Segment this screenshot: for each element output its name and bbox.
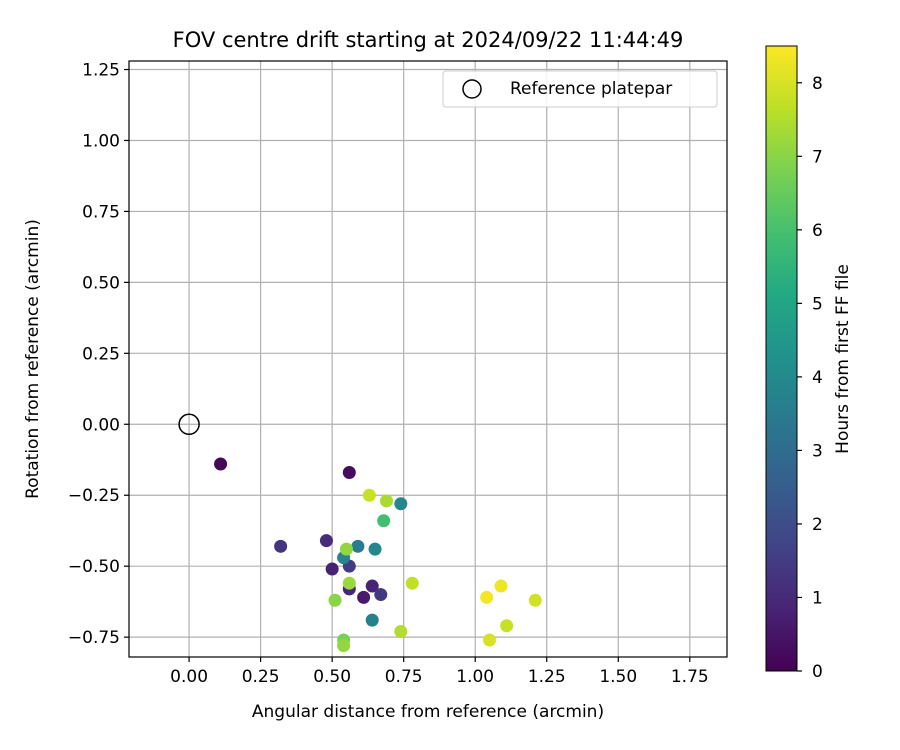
colorbar-tick-label: 8 xyxy=(812,74,823,94)
data-point xyxy=(337,639,351,653)
data-point xyxy=(328,593,342,607)
x-axis-label: Angular distance from reference (arcmin) xyxy=(252,702,604,722)
data-point xyxy=(377,514,391,528)
y-tick-label: 1.25 xyxy=(82,61,120,81)
legend-box xyxy=(442,70,718,108)
plot-frame xyxy=(128,60,728,658)
data-point xyxy=(274,539,288,553)
colorbar-tick-label: 5 xyxy=(812,294,823,314)
data-point xyxy=(339,542,353,556)
data-point xyxy=(214,457,228,471)
y-tick-label: 0.00 xyxy=(82,415,120,435)
colorbar-ticks: 0 1 2 3 4 5 6 7 8 xyxy=(797,74,823,682)
chart-title: FOV centre drift starting at 2024/09/22 … xyxy=(173,28,684,52)
data-point xyxy=(365,613,379,627)
x-tick-label: 1.00 xyxy=(456,667,494,687)
data-point xyxy=(405,576,419,590)
data-point xyxy=(394,624,408,638)
data-point xyxy=(483,633,497,647)
colorbar-tick-label: 2 xyxy=(812,515,823,535)
legend-label: Reference platepar xyxy=(510,79,672,99)
data-point xyxy=(365,579,379,593)
x-tick-label: 1.50 xyxy=(599,667,637,687)
x-tick-label: 1.25 xyxy=(528,667,566,687)
y-tick-label: −0.50 xyxy=(68,557,120,577)
legend: Reference platepar xyxy=(442,70,718,108)
colorbar-gradient xyxy=(765,45,798,672)
data-point xyxy=(500,619,514,633)
x-tick-label: 0.50 xyxy=(313,667,351,687)
colorbar-tick-label: 3 xyxy=(812,441,823,461)
data-point xyxy=(528,593,542,607)
colorbar-tick-label: 1 xyxy=(812,588,823,608)
y-tick-label: 0.50 xyxy=(82,273,120,293)
y-axis-ticks: 1.25 1.00 0.75 0.50 0.25 0.00 −0.25 −0.50 −0.75 xyxy=(68,61,129,648)
data-point xyxy=(394,497,408,511)
y-tick-label: 0.75 xyxy=(82,202,120,222)
data-point xyxy=(342,576,356,590)
colorbar-tick-label: 7 xyxy=(812,147,823,167)
data-points xyxy=(178,413,542,653)
x-axis-ticks: 0.00 0.25 0.50 0.75 1.00 1.25 1.50 1.75 xyxy=(170,657,709,687)
data-point xyxy=(380,494,394,508)
data-point xyxy=(325,562,339,576)
y-tick-label: −0.25 xyxy=(68,486,120,506)
data-point xyxy=(357,590,371,604)
data-point xyxy=(319,534,333,548)
x-tick-label: 1.75 xyxy=(671,667,709,687)
colorbar-tick-label: 6 xyxy=(812,221,823,241)
y-tick-label: 1.00 xyxy=(82,131,120,151)
data-point xyxy=(494,579,508,593)
colorbar: 0 1 2 3 4 5 6 7 8 Hours from first FF file xyxy=(765,45,853,682)
colorbar-label: Hours from first FF file xyxy=(833,264,853,454)
data-point xyxy=(351,539,365,553)
legend-reference-marker xyxy=(462,79,482,99)
x-tick-label: 0.25 xyxy=(242,667,280,687)
data-point xyxy=(374,588,388,602)
y-tick-label: −0.75 xyxy=(68,628,120,648)
colorbar-tick-label: 4 xyxy=(812,368,823,388)
colorbar-tick-label: 0 xyxy=(812,662,823,682)
y-axis-label: Rotation from reference (arcmin) xyxy=(23,219,43,499)
x-tick-label: 0.75 xyxy=(385,667,423,687)
data-point xyxy=(368,542,382,556)
reference-platepar-marker xyxy=(178,413,200,436)
data-point xyxy=(362,488,376,502)
y-tick-label: 0.25 xyxy=(82,344,120,364)
data-point xyxy=(480,590,494,604)
data-point xyxy=(342,466,356,480)
grid xyxy=(129,61,727,657)
x-tick-label: 0.00 xyxy=(170,667,208,687)
